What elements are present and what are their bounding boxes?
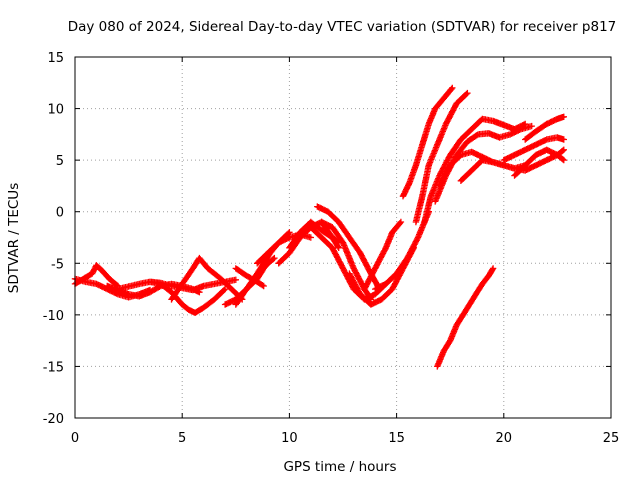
series-arc-9 [232, 265, 267, 290]
data-point-markers [421, 115, 529, 226]
data-point-markers [232, 265, 267, 290]
plot-frame [74, 56, 612, 419]
x-tick-label: 5 [178, 431, 186, 446]
grid-lines [75, 57, 611, 418]
data-point-markers [168, 254, 246, 303]
series-arc-6 [168, 254, 246, 303]
x-tick-label: 15 [388, 431, 405, 446]
data-points [71, 84, 567, 370]
data-point-markers [511, 146, 567, 179]
x-tick-label: 20 [496, 431, 513, 446]
series-arc-20 [412, 89, 471, 226]
data-point-markers [361, 218, 405, 293]
data-point-markers [318, 218, 375, 303]
data-point-markers [399, 84, 456, 200]
series-arc-19 [399, 84, 456, 200]
y-tick-label: -10 [43, 309, 64, 324]
x-tick-label: 10 [281, 431, 298, 446]
series-arc-17 [361, 218, 405, 293]
x-tick-label: 25 [603, 431, 620, 446]
y-tick-label: -20 [43, 412, 64, 427]
chart-title: Day 080 of 2024, Sidereal Day-to-day VTE… [68, 19, 617, 35]
x-axis-title: GPS time / hours [283, 459, 396, 475]
y-tick-label: 0 [56, 206, 64, 221]
series-arc-26 [522, 113, 567, 143]
y-tick-label: 10 [47, 103, 64, 118]
data-point-markers [500, 134, 567, 164]
y-tick-label: 15 [47, 51, 64, 66]
data-point-markers [314, 203, 383, 293]
y-axis-title: SDTVAR / TECUs [6, 183, 22, 293]
y-tick-label: -5 [51, 257, 64, 272]
series-arc-27 [511, 146, 567, 179]
data-point-markers [412, 89, 471, 226]
y-tick-label: 5 [56, 154, 64, 169]
series-arc-15 [314, 203, 383, 293]
series-arc-25 [500, 134, 567, 164]
axis-ticks: 0 5 10 15 20 25 -20 -15 -10 -5 0 5 10 15 [43, 51, 620, 446]
data-point-markers [434, 265, 497, 370]
data-point-markers [522, 113, 567, 143]
series-arc-21 [421, 115, 529, 226]
x-tick-label: 0 [71, 431, 79, 446]
y-tick-label: -15 [43, 360, 64, 375]
series-arc-14 [318, 218, 375, 303]
series-arc-28 [434, 265, 497, 370]
